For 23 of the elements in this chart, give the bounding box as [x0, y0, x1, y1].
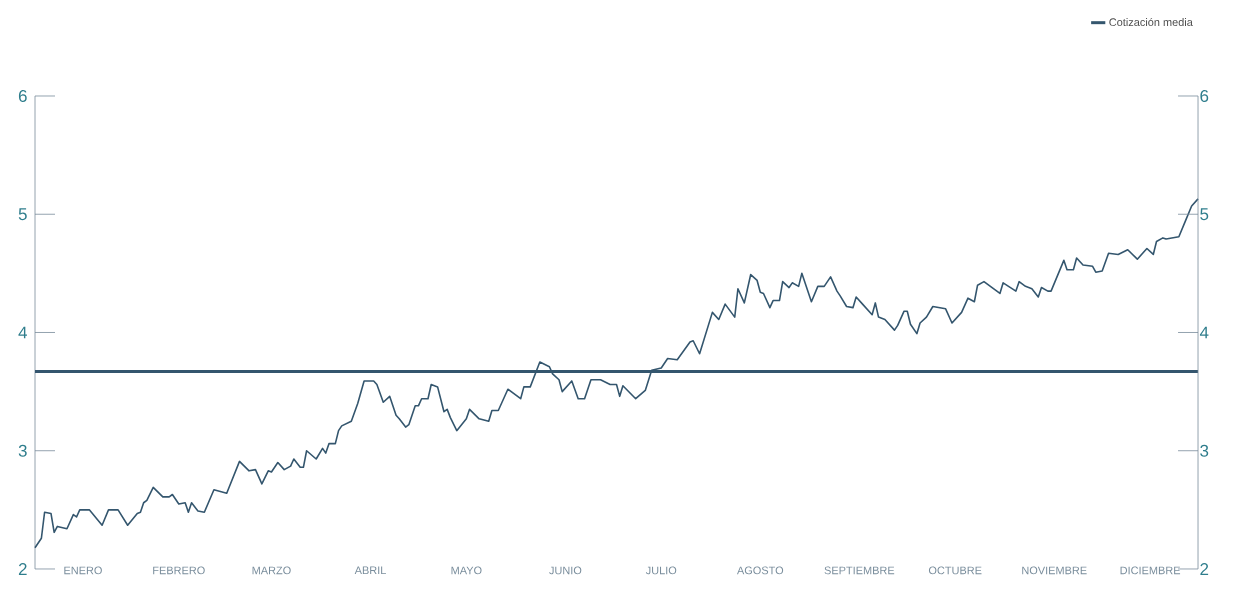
y-tick-label: 2	[18, 563, 27, 575]
y2-tick-label: 2	[1200, 563, 1209, 575]
legend-label: Cotización media	[1109, 17, 1193, 27]
y-tick-label: 3	[18, 444, 27, 457]
x-tick-label: ABRIL	[354, 566, 386, 575]
y-tick-label: 4	[18, 326, 27, 339]
y2-tick-label: 3	[1200, 444, 1209, 457]
x-tick-label: OCTUBRE	[928, 566, 982, 575]
x-tick-label: MARZO	[252, 566, 291, 575]
y2-tick-label: 4	[1199, 326, 1209, 339]
y-tick-label: 6	[18, 89, 27, 102]
x-tick-label: JUNIO	[549, 566, 582, 575]
y-tick-label: 5	[18, 208, 27, 221]
x-tick-label: NOVIEMBRE	[1022, 566, 1087, 575]
x-tick-label: JULIO	[645, 566, 677, 575]
x-tick-label: AGOSTO	[736, 566, 784, 575]
y2-tick-label: 6	[1200, 89, 1209, 102]
x-tick-label: MAYO	[451, 566, 482, 575]
y2-tick-label: 5	[1200, 208, 1209, 221]
x-tick-label: DICIEMBRE	[1120, 566, 1181, 575]
x-tick-label: ENERO	[64, 566, 102, 575]
x-tick-label: SEPTIEMBRE	[824, 566, 895, 575]
x-tick-label: FEBRERO	[153, 566, 205, 575]
